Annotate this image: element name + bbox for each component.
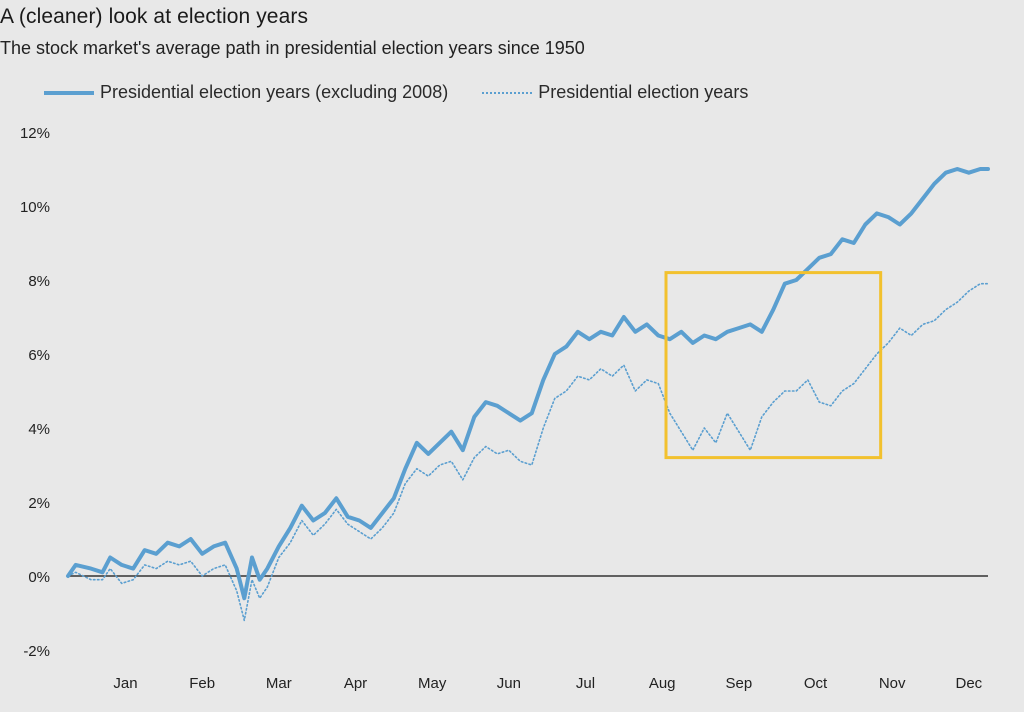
y-tick-label: 8% — [28, 273, 50, 290]
x-tick-label: Sep — [725, 675, 752, 692]
legend-label-excluding-2008: Presidential election years (excluding 2… — [100, 82, 449, 102]
y-tick-label: -2% — [23, 643, 50, 660]
x-tick-label: Jul — [576, 675, 595, 692]
series-line-excluding-2008 — [66, 167, 990, 601]
x-tick-label: Dec — [955, 675, 982, 692]
x-tick-label: Jun — [497, 675, 521, 692]
legend-item-all-years: Presidential election years — [482, 82, 748, 103]
legend-swatch-solid — [44, 90, 94, 95]
x-tick-label: Apr — [344, 675, 367, 692]
chart-title: A (cleaner) look at election years — [0, 5, 309, 28]
chart-subtitle: The stock market's average path in presi… — [0, 38, 585, 58]
x-tick-label: May — [418, 675, 447, 692]
x-tick-label: Oct — [804, 675, 828, 692]
x-tick-label: Mar — [266, 675, 292, 692]
x-tick-label: Jan — [113, 675, 137, 692]
y-tick-label: 6% — [28, 347, 50, 364]
y-tick-label: 12% — [20, 125, 50, 142]
y-tick-label: 2% — [28, 495, 50, 512]
legend-swatch-dotted — [482, 91, 533, 94]
chart-legend: Presidential election years (excluding 2… — [44, 82, 782, 103]
y-tick-label: 0% — [28, 569, 50, 586]
x-tick-label: Aug — [649, 675, 676, 692]
y-tick-label: 10% — [20, 199, 50, 216]
x-tick-label: Feb — [189, 675, 215, 692]
x-tick-label: Nov — [879, 675, 906, 692]
legend-label-all-years: Presidential election years — [538, 82, 749, 102]
legend-item-excluding-2008: Presidential election years (excluding 2… — [44, 82, 448, 103]
y-tick-label: 4% — [28, 421, 50, 438]
highlight-box — [664, 271, 883, 460]
series-line-all-years — [67, 282, 989, 622]
